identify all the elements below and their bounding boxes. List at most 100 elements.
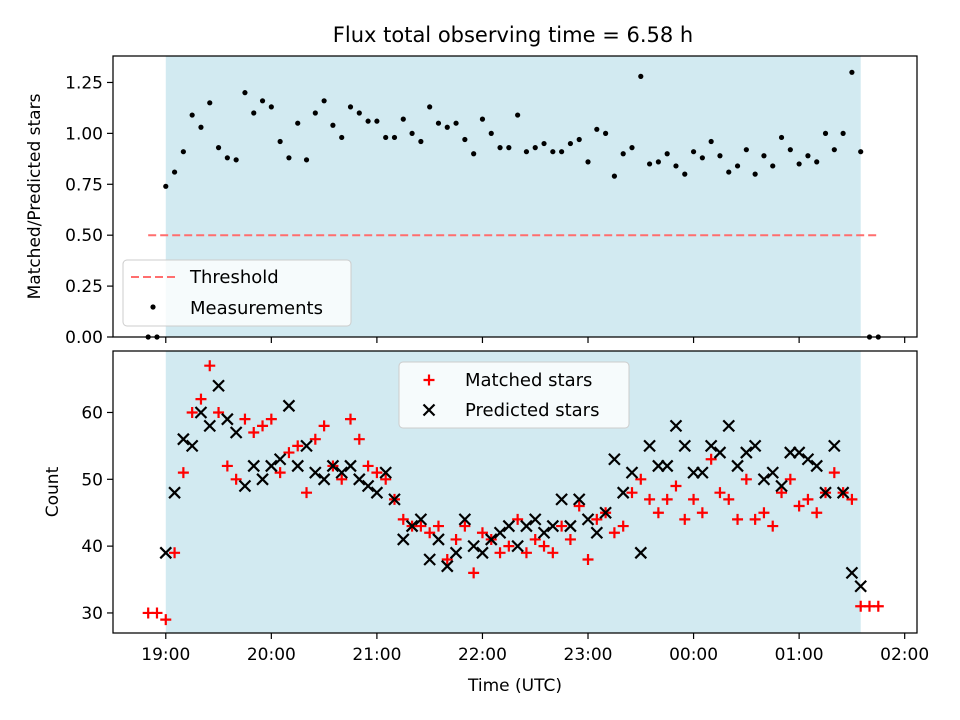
measurements-point bbox=[259, 98, 266, 104]
predicted-stars-point bbox=[194, 406, 208, 419]
y-tick-label: 60 bbox=[81, 403, 103, 423]
matched-stars-point bbox=[292, 440, 304, 452]
predicted-stars-point bbox=[238, 479, 252, 493]
matched-stars-point bbox=[608, 527, 620, 539]
matched-stars-point bbox=[582, 553, 594, 565]
predicted-stars-point bbox=[317, 473, 331, 486]
predicted-stars-point bbox=[634, 546, 648, 560]
predicted-stars-point bbox=[397, 533, 410, 546]
predicted-stars-point bbox=[300, 439, 313, 453]
predicted-stars-point bbox=[168, 486, 181, 499]
predicted-stars-point bbox=[291, 459, 305, 473]
predicted-stars-point bbox=[449, 546, 463, 560]
matched-stars-point bbox=[151, 607, 163, 619]
bottom-panel: 30 40 50 60 19:00 20:00 21:00 22:00 23:00 00:00 0… bbox=[43, 350, 929, 696]
measurements-point bbox=[646, 161, 653, 167]
predicted-stars-point bbox=[520, 519, 533, 533]
y-tick-label: 40 bbox=[81, 537, 103, 557]
matched-stars-point bbox=[529, 533, 541, 545]
measurements-point bbox=[444, 124, 450, 130]
measurements-point bbox=[488, 130, 494, 136]
predicted-stars-point bbox=[678, 439, 692, 453]
measurements-point bbox=[365, 118, 371, 124]
predicted-stars-point bbox=[828, 439, 841, 453]
matched-stars-point bbox=[564, 533, 576, 545]
measurements-point bbox=[303, 157, 310, 163]
predicted-stars-point bbox=[361, 479, 375, 493]
matched-stars-point bbox=[459, 520, 471, 532]
matched-stars-point bbox=[450, 533, 462, 545]
measurements-point bbox=[233, 157, 239, 163]
y-tick-label: 0.75 bbox=[65, 175, 103, 195]
bottom-panel-x-ticks: 19:00 20:00 21:00 22:00 23:00 00:00 01:00 02:00 bbox=[141, 633, 929, 665]
predicted-stars-point bbox=[599, 506, 612, 519]
predicted-stars-point bbox=[282, 399, 296, 413]
predicted-stars-point bbox=[273, 452, 287, 466]
measurements-point bbox=[479, 116, 486, 122]
predicted-stars-point bbox=[414, 513, 428, 526]
measurements-point bbox=[726, 169, 732, 175]
bottom-panel-frame bbox=[112, 350, 918, 634]
predicted-stars-point bbox=[353, 473, 366, 486]
matched-stars-point bbox=[512, 513, 524, 525]
measurements-point bbox=[207, 100, 213, 106]
predicted-stars-point bbox=[247, 459, 261, 473]
predicted-stars-point bbox=[810, 459, 823, 473]
matched-stars-point bbox=[688, 493, 700, 505]
matched-stars-point bbox=[767, 520, 779, 532]
predicted-stars-point bbox=[493, 526, 507, 540]
top-panel-legend: Threshold Measurements bbox=[122, 259, 352, 327]
legend-swatch-matched-stars bbox=[423, 374, 435, 386]
predicted-stars-point bbox=[458, 513, 472, 526]
measurements-point bbox=[752, 171, 758, 177]
measurements-point bbox=[453, 120, 459, 126]
measurements-point bbox=[277, 138, 283, 145]
y-tick-label: 1.00 bbox=[65, 124, 103, 144]
measurements-point bbox=[515, 112, 521, 118]
bottom-panel-legend: Matched stars Predicted stars bbox=[398, 361, 630, 429]
x-tick-label: 22:00 bbox=[458, 645, 507, 665]
matched-stars-point bbox=[318, 420, 330, 432]
predicted-stars-point bbox=[440, 559, 454, 573]
measurements-point bbox=[180, 149, 186, 155]
measurements-point bbox=[462, 136, 468, 143]
predicted-stars-point bbox=[555, 493, 568, 506]
predicted-stars-point bbox=[722, 419, 736, 433]
matched-stars-point bbox=[177, 467, 189, 479]
matched-stars-point bbox=[714, 487, 726, 499]
matched-stars-point bbox=[248, 427, 260, 439]
y-tick-label: 0.00 bbox=[65, 328, 103, 348]
measurements-point bbox=[347, 104, 354, 110]
predicted-stars-point bbox=[177, 432, 190, 446]
matched-stars-point bbox=[283, 447, 295, 459]
legend-swatch-measurements bbox=[150, 304, 156, 310]
matched-stars-point bbox=[476, 527, 488, 539]
measurements-point bbox=[690, 149, 697, 155]
legend-box bbox=[122, 259, 352, 327]
measurements-point bbox=[664, 151, 670, 157]
matched-stars-point bbox=[239, 413, 251, 425]
predicted-stars-point bbox=[221, 412, 234, 426]
top-panel-y-ticks: 0.00 0.25 0.50 0.75 1.00 1.25 bbox=[65, 73, 113, 348]
y-tick-label: 0.50 bbox=[65, 226, 103, 246]
predicted-stars-point bbox=[836, 486, 850, 499]
predicted-stars-point bbox=[379, 466, 392, 479]
predicted-stars-point bbox=[819, 486, 832, 499]
predicted-stars-point bbox=[528, 513, 542, 526]
matched-stars-point bbox=[432, 520, 444, 532]
predicted-stars-point bbox=[309, 466, 322, 479]
measurements-point bbox=[559, 149, 565, 155]
predicted-stars-point bbox=[423, 553, 436, 566]
matched-stars-point bbox=[538, 540, 550, 552]
measurements-point bbox=[638, 73, 644, 79]
measurements-point bbox=[427, 104, 433, 110]
predicted-stars-point bbox=[432, 533, 445, 546]
predicted-stars-point bbox=[713, 446, 727, 459]
matched-stars-point bbox=[213, 406, 225, 418]
predicted-stars-point bbox=[766, 466, 780, 479]
predicted-stars-point bbox=[256, 473, 269, 486]
matched-stars-point bbox=[397, 513, 409, 525]
measurements-point bbox=[409, 130, 415, 136]
bottom-panel-y-ticks: 30 40 50 60 bbox=[81, 403, 113, 624]
bottom-panel-y-axis-label: Count bbox=[43, 466, 63, 517]
